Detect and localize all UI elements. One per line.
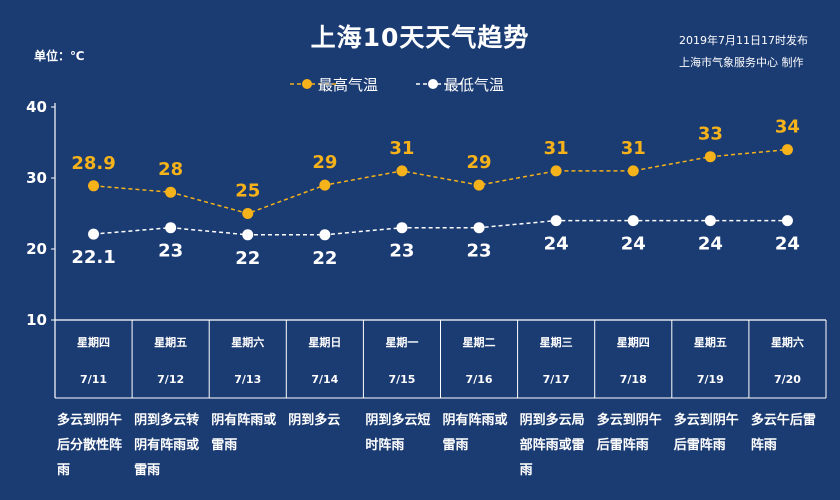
weather-description: 阴有阵雨或雷雨 [211,413,277,453]
unit-label: 单位：℃ [34,49,85,63]
low-temp-point [242,229,254,241]
weekday-label: 星期二 [463,335,496,349]
low-temp-point [165,222,177,234]
high-temp-point [704,151,716,163]
y-tick-label: 20 [26,240,47,258]
high-temp-label: 28 [158,159,183,180]
legend-marker [302,79,312,89]
weekday-label: 星期日 [308,335,341,349]
page-title: 上海10天天气趋势 [310,23,530,52]
low-temp-label: 23 [467,241,492,262]
low-temp-point [88,228,100,240]
high-temp-point [165,186,177,198]
date-label: 7/11 [80,373,107,386]
low-temp-label: 23 [389,241,414,262]
weekday-label: 星期三 [540,335,573,349]
weather-description: 多云到阴午后雷阵雨 [596,413,662,453]
issued-by: 上海市气象服务中心 制作 [679,56,804,69]
high-temp-label: 29 [312,152,337,173]
weekday-label: 星期五 [154,335,187,349]
y-tick-label: 30 [26,169,47,187]
weekday-label: 星期六 [231,335,264,349]
date-label: 7/20 [774,373,801,386]
low-temp-label: 23 [158,241,183,262]
weather-description: 阴到多云局部阵雨或雷雨 [519,413,585,478]
high-temp-label: 33 [698,124,723,145]
high-temp-label: 31 [544,138,569,159]
low-temp-label: 22 [235,248,260,269]
legend-label: 最低气温 [444,76,504,94]
low-temp-point [396,222,408,234]
date-label: 7/13 [234,373,261,386]
high-temp-label: 28.9 [71,153,115,174]
low-temp-label: 24 [698,234,723,255]
low-temp-point [319,229,331,241]
date-label: 7/14 [311,373,338,386]
high-temp-label: 34 [775,117,800,138]
weekday-label: 星期四 [617,335,650,349]
weather-description: 阴有阵雨或雷雨 [442,413,508,453]
weather-description: 多云到阴午后分散性阵雨 [57,413,123,478]
date-label: 7/16 [466,373,493,386]
high-temp-label: 31 [621,138,646,159]
y-tick-label: 40 [26,98,47,116]
low-temp-point [781,215,793,227]
y-tick-label: 10 [26,311,47,329]
high-temp-point [396,165,408,177]
high-temp-label: 25 [235,181,260,202]
low-temp-line [93,219,788,236]
date-label: 7/18 [620,373,647,386]
weather-description: 阴到多云转阴有阵雨或雷雨 [134,413,200,478]
date-label: 7/15 [388,373,415,386]
high-temp-point [319,179,331,191]
date-row: 星期四 7/11 星期五 7/12 星期六 7/13 星期日 7/14 星期一 7/15 星期二 7/… [54,320,827,399]
weekday-label: 星期四 [77,335,110,349]
low-temp-point [704,215,716,227]
low-temp-label: 24 [775,234,800,255]
chart-legend: 最高气温 最低气温 [290,76,504,94]
weather-description: 多云午后雷阵雨 [750,413,816,453]
weather-description: 阴到多云短时阵雨 [365,413,431,453]
high-temp-point [781,144,793,156]
low-temp-point [473,222,485,234]
weather-description: 多云到阴午后雷阵雨 [673,413,739,453]
date-label: 7/19 [697,373,724,386]
high-temp-point [88,180,100,192]
weekday-label: 星期六 [771,335,804,349]
issued-info: 2019年7月11日17时发布 上海市气象服务中心 制作 [679,30,808,74]
high-temp-point [242,208,254,219]
high-temp-label: 31 [389,138,414,159]
high-temp-line [93,148,788,215]
issued-time: 2019年7月11日17时发布 [679,34,808,47]
date-label: 7/12 [157,373,184,386]
legend-label: 最高气温 [318,76,378,94]
low-temp-point [550,215,562,227]
low-temp-label: 22.1 [71,247,115,268]
low-temp-point [627,215,639,227]
weather-description: 阴到多云 [288,413,341,428]
weekday-label: 星期一 [385,335,418,349]
high-temp-point [550,165,562,177]
chart-series: 28.9 28 25 29 31 29 31 31 33 34 22.1 23 22 22 23 23 24 24… [71,117,800,269]
low-temp-label: 24 [544,234,569,255]
high-temp-point [627,165,639,177]
legend-marker [428,79,438,89]
weekday-label: 星期五 [694,335,727,349]
high-temp-label: 29 [467,152,492,173]
date-label: 7/17 [543,373,570,386]
high-temp-point [473,179,485,191]
low-temp-label: 24 [621,234,646,255]
low-temp-label: 22 [312,248,337,269]
